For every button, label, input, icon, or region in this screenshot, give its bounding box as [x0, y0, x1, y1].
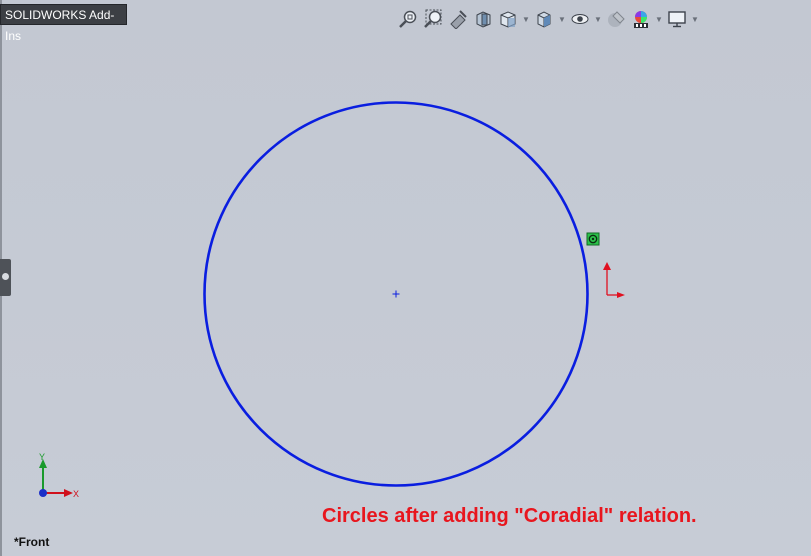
chevron-down-icon[interactable]: ▼: [522, 14, 530, 24]
chevron-down-icon[interactable]: ▼: [594, 14, 602, 24]
sketch-circle[interactable]: [203, 101, 589, 487]
heads-up-view-toolbar: ▼ ▼ ▼ ▼ ▼: [397, 8, 699, 30]
reference-triad: Y X: [39, 452, 79, 499]
zoom-to-fit-icon[interactable]: [397, 8, 419, 30]
caption-text: Circles after adding "Coradial" relation…: [322, 505, 697, 527]
sketch-origin-icon: [603, 262, 625, 298]
coradial-relation-icon[interactable]: [586, 232, 600, 246]
expand-handle-icon: [2, 273, 9, 280]
apply-scene-icon[interactable]: [630, 8, 652, 30]
chevron-down-icon[interactable]: ▼: [558, 14, 566, 24]
hide-show-items-icon[interactable]: [569, 8, 591, 30]
display-style-icon[interactable]: [533, 8, 555, 30]
view-orientation-icon[interactable]: [497, 8, 519, 30]
triad-x-label: X: [73, 489, 79, 499]
view-orientation-label: *Front: [14, 535, 50, 549]
triad-y-label: Y: [39, 452, 45, 462]
zoom-to-area-icon[interactable]: [422, 8, 444, 30]
view-settings-icon[interactable]: [666, 8, 688, 30]
edit-appearance-icon[interactable]: [605, 8, 627, 30]
feature-manager-flyout-handle[interactable]: [0, 259, 11, 296]
addins-tab[interactable]: SOLIDWORKS Add-Ins: [0, 4, 127, 43]
chevron-down-icon[interactable]: ▼: [655, 14, 663, 24]
chevron-down-icon[interactable]: ▼: [691, 14, 699, 24]
previous-view-icon[interactable]: [447, 8, 469, 30]
circle-center-point[interactable]: [392, 290, 400, 298]
section-view-icon[interactable]: [472, 8, 494, 30]
